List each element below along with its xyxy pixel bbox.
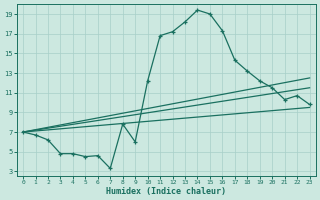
X-axis label: Humidex (Indice chaleur): Humidex (Indice chaleur) bbox=[106, 187, 226, 196]
